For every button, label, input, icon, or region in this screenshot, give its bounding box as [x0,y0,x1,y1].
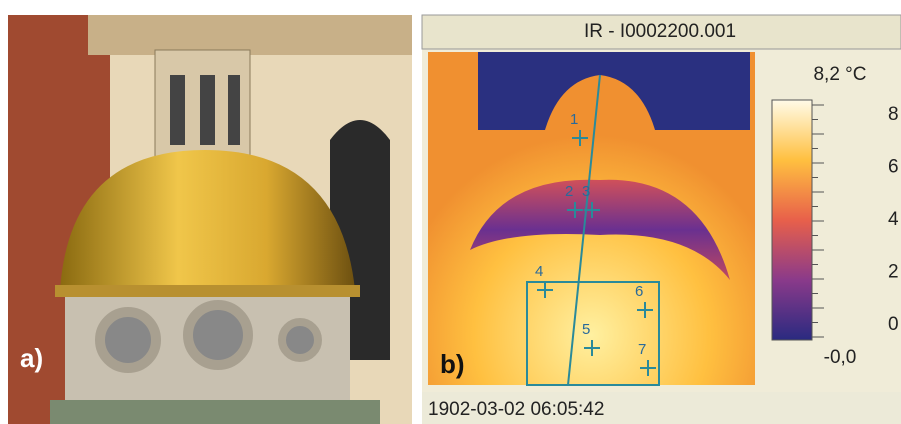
scale-tick-label: 2 [888,262,899,283]
cornice [88,15,412,55]
page: a) IR - I0002200.001 1234567 b) 8,2 °C -… [0,0,901,424]
round-window [188,305,248,365]
marker-label: 2 [565,183,573,200]
scale-tick-label: 6 [888,157,899,178]
panel-label: b) [440,349,465,379]
lantern-window [200,75,215,145]
marker-label: 3 [582,183,590,200]
marker-label: 5 [582,321,590,338]
lantern-window [170,75,185,145]
scale-max: 8,2 °C [813,64,866,85]
dome-rim [55,285,360,297]
marker-label: 6 [635,283,643,300]
panel-label: a) [20,343,43,373]
marker-label: 4 [535,263,543,280]
timestamp: 1902-03-02 06:05:42 [428,399,604,420]
scale-min: -0,0 [824,347,857,368]
lantern-window [228,75,240,145]
color-bar [772,100,812,340]
scale-tick-label: 0 [888,314,899,335]
scale-tick-label: 8 [888,104,899,125]
photo-panel: a) [8,15,412,424]
marker-label: 1 [570,111,578,128]
marker-label: 7 [638,341,646,358]
scale-tick-label: 4 [888,209,899,230]
round-window [282,322,318,358]
figure: a) IR - I0002200.001 1234567 b) 8,2 °C -… [0,0,901,424]
round-window [100,312,156,368]
roof [50,400,380,424]
thermal-title: IR - I0002200.001 [584,21,736,42]
